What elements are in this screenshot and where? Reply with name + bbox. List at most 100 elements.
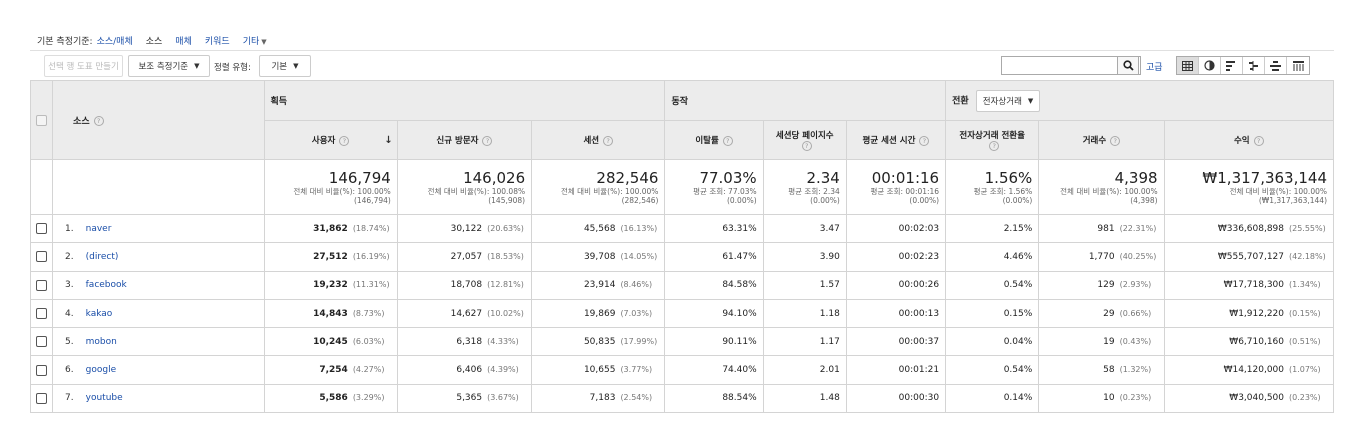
row-checkbox[interactable] (36, 392, 48, 404)
row-checkbox[interactable] (36, 364, 48, 376)
sort-type-select[interactable]: 기본 ▼ (259, 55, 311, 77)
metric-header-label: 평균 세션 시간 (862, 136, 916, 146)
table-row: 6. google 7,254 (4.27%) 6,406 (4.39%) 10,65… (29, 355, 1335, 385)
source-link[interactable]: kakao (85, 308, 113, 319)
avg-duration-cell: 00:00:37 (845, 327, 947, 357)
help-icon[interactable]: ? (919, 135, 930, 146)
help-icon[interactable]: ? (1110, 135, 1121, 146)
secondary-dimension-label: 보조 측정기준 (138, 62, 189, 72)
transactions-percent: (22.31%) (1119, 223, 1157, 233)
row-checkbox[interactable] (36, 223, 48, 235)
row-select-cell (29, 242, 54, 272)
source-cell: 1. naver (52, 213, 265, 244)
help-icon[interactable]: ? (1253, 135, 1264, 146)
conversion-rate-value: 2.15% (1003, 223, 1033, 234)
term-cloud-icon[interactable] (1265, 57, 1287, 74)
table-row: 7. youtube 5,586 (3.29%) 5,365 (3.67%) 7,18… (29, 383, 1335, 414)
comparison-view-icon[interactable] (1243, 57, 1265, 74)
source-link[interactable]: (direct) (85, 251, 119, 262)
metric-header-pages-per-session[interactable]: 세션당 페이지수? (762, 120, 847, 160)
dimension-source-medium[interactable]: 소스/매체 (96, 36, 133, 47)
help-icon[interactable]: ? (722, 135, 733, 146)
bar-view-icon[interactable] (1221, 57, 1243, 74)
metric-header-ecommerce-conversion[interactable]: 전자상거래 전환율? (945, 120, 1040, 160)
table-toolbar: 선택 행 도표 만들기 보조 측정기준 ▼ 정렬 유형: 기본 ▼ 고급 (30, 50, 1334, 80)
row-select-cell (29, 327, 54, 357)
bounce-rate-value: 61.47% (722, 251, 757, 262)
pivot-view-icon[interactable] (1287, 57, 1309, 74)
conversion-type-select[interactable]: 전자상거래 ▼ (975, 89, 1041, 112)
table-search-input[interactable] (1001, 56, 1141, 75)
dimension-keyword[interactable]: 키워드 (204, 36, 230, 47)
metric-header-transactions[interactable]: 거래수? (1038, 120, 1165, 160)
help-icon[interactable]: ? (989, 140, 1000, 151)
avg-duration-value: 00:00:30 (898, 393, 940, 404)
conversion-rate-value: 0.15% (1003, 308, 1033, 319)
dimension-other[interactable]: 기타 ▼ (243, 34, 267, 47)
dimension-header[interactable]: 소스? (52, 80, 265, 160)
dimension-header-label: 소스 (73, 116, 90, 127)
source-link[interactable]: facebook (85, 280, 127, 291)
sessions-percent: (7.03%) (620, 308, 653, 318)
transactions-percent: (0.66%) (1119, 308, 1152, 318)
total-subtext: 전체 대비 비율(%): 100.00% (561, 186, 659, 196)
row-checkbox[interactable] (36, 308, 48, 320)
revenue-value: ₩17,718,300 (1223, 280, 1284, 291)
new-users-cell: 18,708 (12.81%) (396, 270, 533, 300)
search-button[interactable] (1117, 56, 1139, 75)
total-subtext: (0.00%) (810, 195, 840, 205)
source-link[interactable]: naver (85, 223, 112, 234)
users-cell: 27,512 (16.19%) (263, 242, 398, 272)
source-link[interactable]: youtube (85, 393, 123, 404)
row-checkbox[interactable] (36, 336, 48, 348)
avg-duration-cell: 00:00:13 (845, 298, 947, 329)
metric-header-new-users[interactable]: 신규 방문자? (396, 120, 533, 160)
users-cell: 14,843 (8.73%) (263, 298, 398, 329)
help-icon[interactable]: ? (603, 135, 614, 146)
table-view-icon[interactable] (1177, 57, 1199, 74)
source-cell: 4. kakao (52, 298, 265, 329)
revenue-percent: (0.15%) (1289, 308, 1321, 318)
pages-per-session-value: 1.48 (819, 393, 840, 404)
avg-duration-cell: 00:01:21 (845, 355, 947, 385)
new-users-value: 27,057 (450, 251, 483, 262)
new-users-value: 18,708 (450, 280, 483, 291)
create-chart-button[interactable]: 선택 행 도표 만들기 (44, 55, 123, 77)
conversion-rate-cell: 0.54% (945, 355, 1040, 385)
help-icon[interactable]: ? (93, 116, 104, 126)
metric-header-revenue[interactable]: 수익? (1163, 120, 1335, 160)
pie-view-icon[interactable] (1199, 57, 1221, 74)
pages-per-session-cell: 3.47 (762, 213, 847, 244)
avg-duration-value: 00:02:03 (898, 223, 940, 234)
row-select-cell (29, 213, 54, 244)
source-link[interactable]: mobon (85, 336, 117, 347)
avg-duration-cell: 00:02:23 (845, 242, 947, 272)
table-row: 4. kakao 14,843 (8.73%) 14,627 (10.02%) 19,… (29, 298, 1335, 329)
help-icon[interactable]: ? (801, 140, 812, 151)
source-link[interactable]: google (85, 365, 117, 376)
total-subtext: 평균 조회: 00:01:16 (870, 186, 940, 196)
revenue-cell: ₩1,912,220 (0.15%) (1163, 298, 1335, 329)
conversion-rate-cell: 4.46% (945, 242, 1040, 272)
row-checkbox[interactable] (36, 279, 48, 291)
secondary-dimension-button[interactable]: 보조 측정기준 ▼ (128, 55, 210, 77)
advanced-filter-link[interactable]: 고급 (1146, 63, 1163, 73)
sessions-value: 39,708 (583, 251, 616, 262)
transactions-value: 1,770 (1088, 251, 1115, 262)
row-number: 3. (65, 280, 74, 291)
dimension-source[interactable]: 소스 (145, 36, 163, 47)
row-checkbox[interactable] (36, 251, 48, 263)
revenue-value: ₩3,040,500 (1229, 393, 1284, 404)
users-percent: (6.03%) (352, 336, 385, 346)
metric-header-avg-session-duration[interactable]: 평균 세션 시간? (845, 120, 947, 160)
select-all-checkbox[interactable] (36, 114, 48, 126)
revenue-cell: ₩336,608,898 (25.55%) (1163, 213, 1335, 244)
metric-header-users[interactable]: 사용자? ↓ (263, 120, 398, 160)
help-icon[interactable]: ? (482, 135, 493, 146)
help-icon[interactable]: ? (339, 135, 350, 146)
metric-header-sessions[interactable]: 세션? (531, 120, 666, 160)
revenue-value: ₩14,120,000 (1223, 365, 1284, 376)
metric-header-bounce-rate[interactable]: 이탈률? (664, 120, 764, 160)
table-row: 1. naver 31,862 (18.74%) 30,122 (20.63%) 45… (29, 213, 1335, 244)
dimension-medium[interactable]: 매체 (175, 36, 192, 47)
